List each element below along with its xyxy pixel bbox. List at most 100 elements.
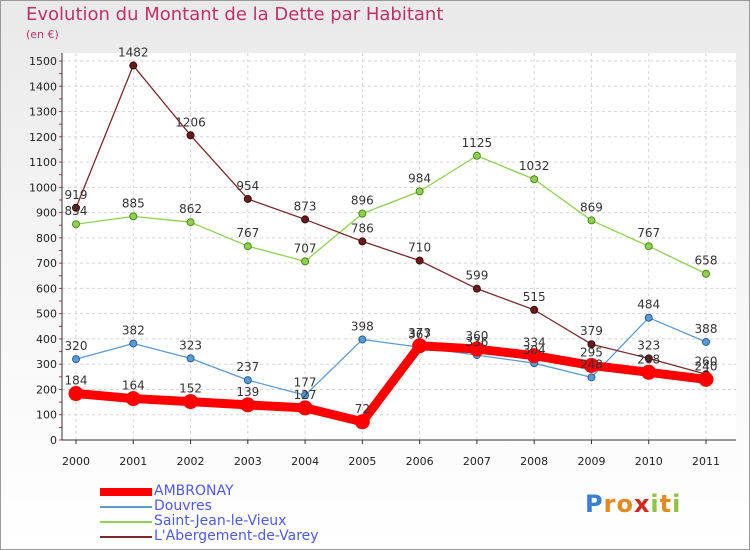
x-tick-label: 2001 [119,455,147,468]
data-label-saint-jean-le-vieux: 658 [695,254,718,268]
data-label-l-abergement-de-varey: 599 [465,269,488,283]
data-point-ambronay [297,400,313,416]
proxiti-logo: Proxiti [585,490,681,518]
data-point-l-abergement-de-varey [587,340,596,349]
data-point-douvres [587,373,596,382]
logo-letter: P [585,490,604,518]
data-label-saint-jean-le-vieux: 984 [408,171,431,185]
y-tick-label: 900 [36,207,57,220]
legend-label: Saint-Jean-le-Vieux [154,513,287,529]
data-point-douvres [358,335,367,344]
legend-swatch [100,487,152,496]
data-label-saint-jean-le-vieux: 707 [294,241,317,255]
data-label-ambronay: 72 [355,402,370,416]
data-label-ambronay: 373 [408,326,431,340]
data-label-ambronay: 240 [695,359,718,373]
data-label-l-abergement-de-varey: 1482 [118,46,149,60]
data-label-l-abergement-de-varey: 710 [408,241,431,255]
logo-letter: o [616,490,634,518]
data-label-douvres: 177 [294,375,317,389]
data-point-ambronay [68,386,84,402]
data-label-douvres: 382 [122,323,145,337]
legend-swatch [100,520,152,523]
data-label-l-abergement-de-varey: 379 [580,324,603,338]
data-point-l-abergement-de-varey [186,131,195,140]
legend: AMBRONAY Douvres Saint-Jean-le-Vieux L'Aber… [100,484,319,544]
data-point-saint-jean-le-vieux [243,242,252,251]
logo-letter: x [633,490,651,518]
data-label-saint-jean-le-vieux: 1032 [519,159,550,173]
data-label-saint-jean-le-vieux: 869 [580,200,603,214]
legend-swatch [100,505,152,508]
data-point-saint-jean-le-vieux [129,212,138,221]
data-label-douvres: 484 [637,298,660,312]
data-point-saint-jean-le-vieux [186,218,195,227]
logo-letter: i [672,490,682,518]
data-label-saint-jean-le-vieux: 854 [65,204,88,218]
data-label-douvres: 323 [179,338,202,352]
y-tick-label: 700 [36,257,57,270]
y-tick-label: 500 [36,308,57,321]
logo-letter: r [603,490,617,518]
data-label-l-abergement-de-varey: 1206 [175,115,206,129]
data-point-l-abergement-de-varey [415,256,424,265]
unit-label: (en €) [26,28,59,41]
data-label-douvres: 398 [351,319,374,333]
data-point-saint-jean-le-vieux [644,242,653,251]
data-point-l-abergement-de-varey [129,61,138,70]
data-label-douvres: 248 [580,357,603,371]
logo-letter: i [650,490,660,518]
series-line-ambronay [75,341,707,427]
data-point-ambronay [240,397,256,413]
y-tick-label: 400 [36,333,57,346]
data-label-douvres: 237 [236,360,259,374]
x-tick-label: 2005 [348,455,376,468]
y-tick-label: 1300 [29,106,57,119]
data-point-ambronay [412,338,428,354]
x-tick-label: 2011 [692,455,720,468]
data-point-douvres [702,337,710,346]
data-point-douvres [243,376,252,385]
data-point-douvres [129,339,138,348]
logo-letter: t [659,490,673,518]
data-point-douvres [72,355,80,364]
data-point-saint-jean-le-vieux [415,187,424,196]
legend-item-l-abergement-de-varey: L'Abergement-de-Varey [100,529,319,544]
data-label-l-abergement-de-varey: 954 [236,179,259,193]
data-label-saint-jean-le-vieux: 767 [236,226,259,240]
legend-label: L'Abergement-de-Varey [154,528,319,544]
data-point-saint-jean-le-vieux [702,269,710,278]
data-point-l-abergement-de-varey [72,203,80,212]
data-label-ambronay: 152 [179,382,202,396]
x-tick-label: 2009 [577,455,605,468]
x-tick-label: 2010 [635,455,663,468]
data-label-l-abergement-de-varey: 919 [65,188,88,202]
data-label-ambronay: 268 [637,352,660,366]
data-label-l-abergement-de-varey: 260 [695,354,718,368]
data-label-ambronay: 360 [465,329,488,343]
data-point-l-abergement-de-varey [472,284,481,293]
data-label-saint-jean-le-vieux: 885 [122,196,145,210]
y-tick-label: 800 [36,232,57,245]
data-point-ambronay [583,357,599,373]
data-label-ambronay: 164 [122,379,145,393]
data-label-l-abergement-de-varey: 323 [637,338,660,352]
data-point-ambronay [125,391,141,407]
x-tick-label: 2002 [177,455,205,468]
y-tick-label: 0 [50,434,57,447]
data-point-l-abergement-de-varey [301,215,310,224]
data-point-l-abergement-de-varey [644,354,653,363]
x-tick-label: 2003 [234,455,262,468]
data-label-douvres: 388 [695,322,718,336]
y-tick-label: 1000 [29,181,57,194]
data-label-l-abergement-de-varey: 873 [294,199,317,213]
data-label-ambronay: 184 [65,374,88,388]
data-label-l-abergement-de-varey: 786 [351,221,374,235]
data-label-douvres: 304 [523,343,546,357]
data-label-saint-jean-le-vieux: 767 [637,226,660,240]
data-label-saint-jean-le-vieux: 896 [351,194,374,208]
data-point-ambronay [469,341,485,357]
data-label-saint-jean-le-vieux: 1125 [462,136,493,150]
legend-label: Douvres [154,498,212,514]
data-point-saint-jean-le-vieux [530,175,539,184]
